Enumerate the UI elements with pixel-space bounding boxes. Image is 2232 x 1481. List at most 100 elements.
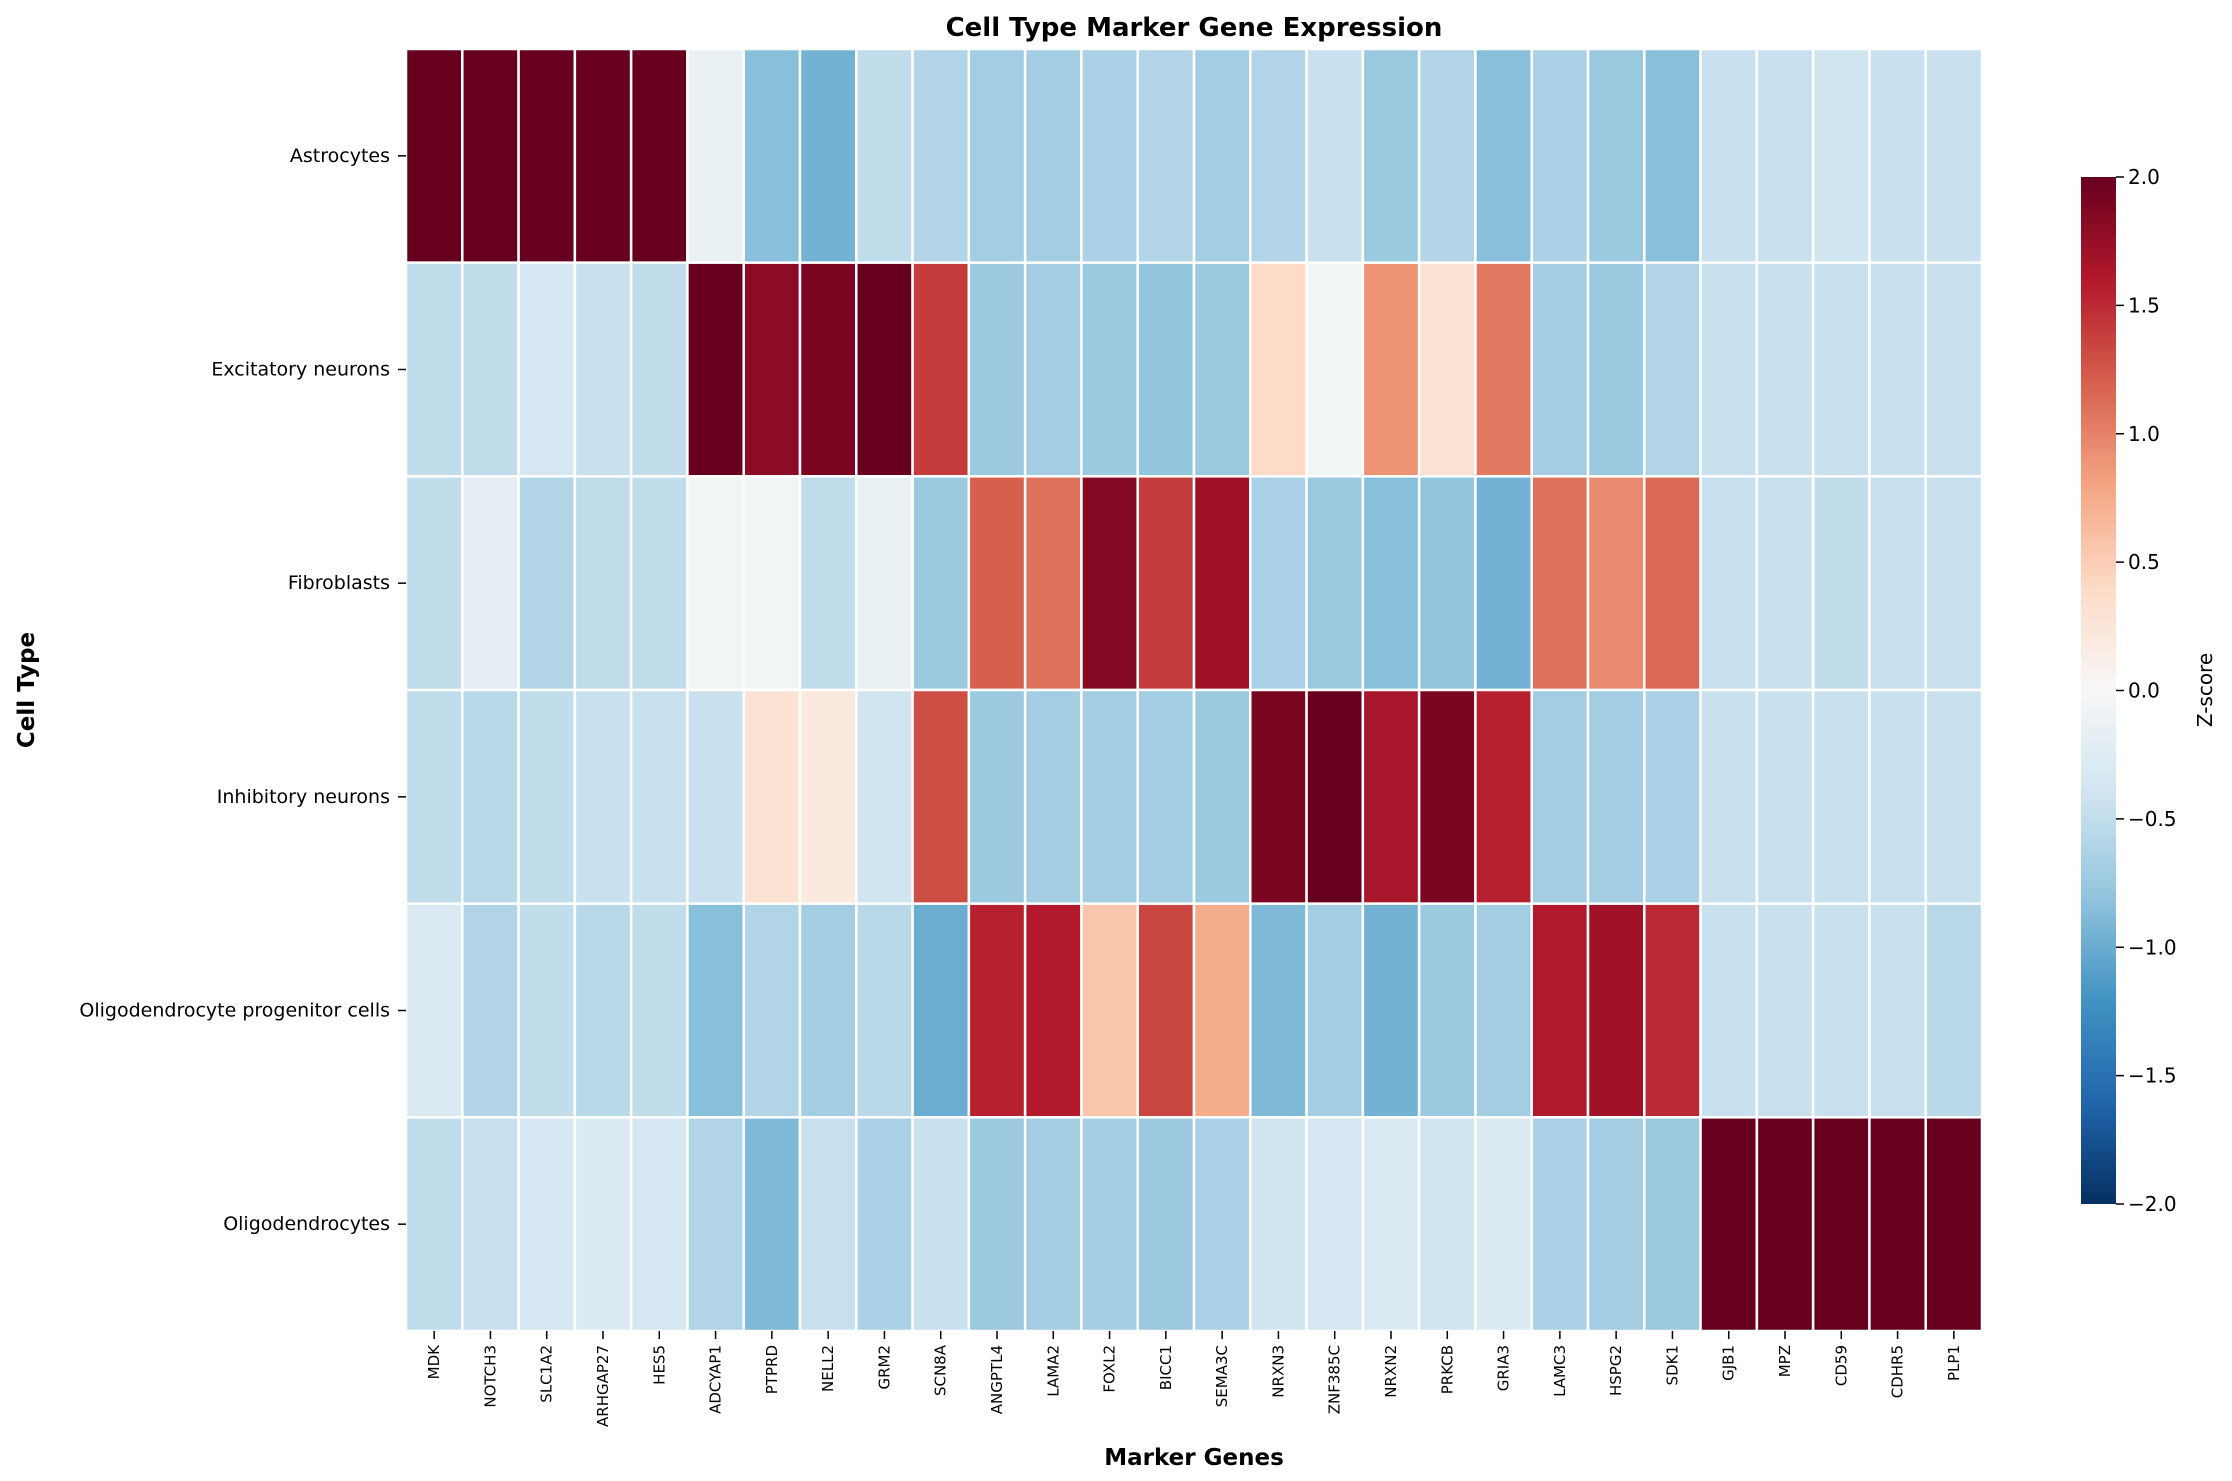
heatmap-cell: [911, 47, 971, 264]
heatmap-cell: [1136, 47, 1196, 264]
heatmap-cell: [967, 688, 1027, 905]
heatmap-cell: [1023, 688, 1083, 905]
heatmap-cell: [1699, 688, 1759, 905]
heatmap-cell: [1755, 47, 1815, 264]
heatmap-cell: [1361, 1116, 1421, 1333]
column-label: HSPG2: [1607, 1345, 1625, 1396]
heatmap-cell: [855, 902, 914, 1119]
column-label: ZNF385C: [1326, 1345, 1344, 1414]
heatmap-cell: [911, 902, 971, 1119]
heatmap-cell: [686, 1116, 745, 1333]
column-label: LAMC3: [1551, 1345, 1569, 1397]
column-label: GRIA3: [1495, 1345, 1513, 1391]
heatmap-cell: [1361, 902, 1421, 1119]
heatmap-cell: [1305, 261, 1365, 478]
heatmap-cell: [404, 1116, 464, 1333]
heatmap-cell: [1924, 475, 1984, 692]
heatmap-cell: [798, 688, 858, 905]
heatmap-cell: [1136, 1116, 1196, 1333]
heatmap-cell: [1023, 261, 1083, 478]
heatmap-cell: [1643, 475, 1702, 692]
heatmap-cell: [742, 902, 802, 1119]
heatmap-cell: [1643, 902, 1702, 1119]
heatmap-cell: [517, 688, 577, 905]
heatmap-cell: [1136, 688, 1196, 905]
column-label: NRXN3: [1269, 1345, 1287, 1398]
heatmap-cell: [404, 688, 464, 905]
heatmap-cell: [1080, 688, 1139, 905]
heatmap-cell: [517, 475, 577, 692]
heatmap-cell: [629, 475, 689, 692]
column-label: SEMA3C: [1213, 1345, 1231, 1407]
heatmap-cell: [629, 47, 689, 264]
heatmap-cell: [1361, 47, 1421, 264]
chart-title: Cell Type Marker Gene Expression: [946, 13, 1443, 43]
y-axis-label: Cell Type: [14, 632, 40, 748]
heatmap-cell: [686, 688, 745, 905]
heatmap-cell: [1192, 261, 1252, 478]
heatmap-cell: [911, 261, 971, 478]
heatmap-cell: [967, 1116, 1027, 1333]
heatmap-cell: [1417, 261, 1477, 478]
heatmap-cell: [1755, 261, 1815, 478]
heatmap-cell: [1699, 475, 1759, 692]
heatmap-cell: [855, 475, 914, 692]
heatmap-cell: [461, 47, 520, 264]
heatmap-cell: [1474, 902, 1533, 1119]
heatmap-cell: [855, 1116, 914, 1333]
heatmap-cell: [461, 475, 520, 692]
heatmap-cell: [1699, 47, 1759, 264]
heatmap-cell: [1811, 688, 1871, 905]
heatmap-cell: [1755, 688, 1815, 905]
row-label: Fibroblasts: [288, 572, 390, 594]
heatmap-cell: [1530, 1116, 1590, 1333]
colorbar-tick-label: −0.5: [2128, 807, 2177, 831]
heatmap-cell: [1305, 902, 1365, 1119]
heatmap-cell: [1755, 475, 1815, 692]
heatmap-cell: [1080, 261, 1139, 478]
colorbar-tick-label: 0.5: [2128, 550, 2160, 574]
heatmap-cell: [1924, 261, 1984, 478]
heatmap-cell: [573, 261, 633, 478]
heatmap-cell: [629, 902, 689, 1119]
column-label: HES5: [650, 1345, 668, 1385]
colorbar-tick-label: −1.0: [2128, 935, 2177, 959]
heatmap-cell: [1530, 902, 1590, 1119]
heatmap-cell: [1192, 47, 1252, 264]
heatmap-cell: [573, 688, 633, 905]
heatmap-cell: [404, 261, 464, 478]
heatmap-cell: [1811, 261, 1871, 478]
heatmap-cell: [1249, 902, 1308, 1119]
heatmap-cell: [1699, 902, 1759, 1119]
heatmap-cell: [742, 475, 802, 692]
heatmap-cell: [742, 261, 802, 478]
heatmap-cell: [1586, 902, 1646, 1119]
heatmap-cell: [911, 688, 971, 905]
column-label: SDK1: [1663, 1345, 1681, 1385]
column-label: BICC1: [1157, 1345, 1175, 1390]
heatmap-cell: [517, 47, 577, 264]
heatmap-cell: [1530, 261, 1590, 478]
heatmap-cell: [461, 261, 520, 478]
heatmap-cell: [573, 902, 633, 1119]
heatmap-cell: [1249, 1116, 1308, 1333]
heatmap-cell: [686, 475, 745, 692]
column-label: ARHGAP27: [594, 1345, 612, 1427]
heatmap-cell: [1417, 1116, 1477, 1333]
heatmap-cell: [1474, 688, 1533, 905]
heatmap-cell: [1924, 1116, 1984, 1333]
heatmap-cell: [1643, 261, 1702, 478]
column-label: GJB1: [1720, 1345, 1738, 1381]
heatmap-cell: [404, 47, 464, 264]
heatmap-cell: [1643, 1116, 1702, 1333]
heatmap-cells: [404, 47, 1984, 1333]
heatmap-cell: [1868, 688, 1927, 905]
column-label: NOTCH3: [481, 1345, 499, 1408]
row-label: Oligodendrocytes: [223, 1213, 390, 1235]
heatmap-cell: [1530, 47, 1590, 264]
heatmap-cell: [1868, 47, 1927, 264]
heatmap-cell: [1811, 47, 1871, 264]
heatmap-cell: [1080, 902, 1139, 1119]
heatmap-cell: [1924, 688, 1984, 905]
